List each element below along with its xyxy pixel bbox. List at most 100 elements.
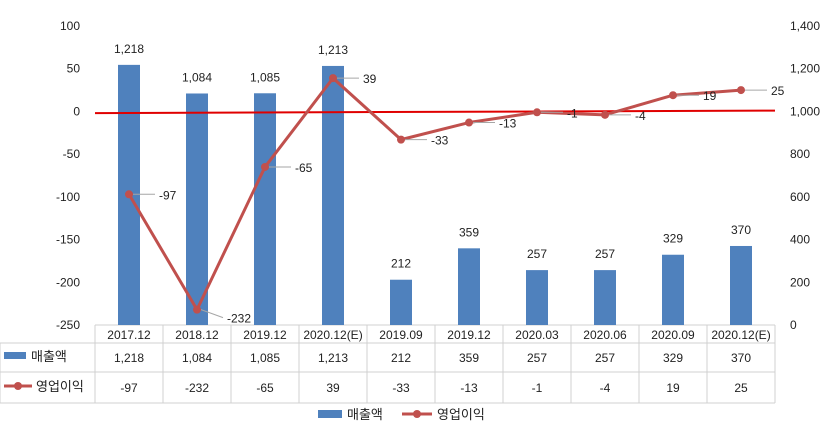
profit-data-label: -232 — [227, 312, 251, 326]
data-labels: 1,218 1,084 1,085 1,213 212 359 257 257 329 370 -9… — [114, 42, 785, 326]
table-cell-revenue: 370 — [731, 351, 751, 365]
profit-point — [193, 305, 201, 314]
category-label: 2020.03 — [515, 328, 559, 342]
table-cell-profit: -97 — [120, 381, 138, 395]
revenue-bar — [390, 279, 412, 325]
table-cell-revenue: 329 — [663, 351, 683, 365]
table-cell-profit: -232 — [185, 381, 209, 395]
profit-point — [329, 74, 337, 83]
profit-data-label: -33 — [431, 134, 449, 148]
profit-point — [533, 108, 541, 117]
profit-data-label: -1 — [567, 106, 578, 120]
profit-point — [125, 190, 133, 199]
left-tick-label: -200 — [56, 275, 80, 289]
left-tick-label: -150 — [56, 233, 80, 247]
table-cell-profit: -1 — [532, 381, 543, 395]
profit-data-label: -97 — [159, 188, 177, 202]
category-label: 2020.06 — [583, 328, 627, 342]
table-cell-revenue: 212 — [391, 351, 411, 365]
category-label: 2020.12(E) — [303, 328, 362, 342]
table-row-label: 영업이익 — [36, 379, 84, 394]
revenue-data-label: 329 — [663, 232, 683, 246]
table-cell-profit: -13 — [460, 381, 478, 395]
revenue-data-label: 1,213 — [318, 43, 348, 57]
legend-label: 영업이익 — [437, 407, 485, 422]
right-tick-label: 600 — [790, 190, 810, 204]
revenue-bar — [526, 270, 548, 325]
revenue-data-label: 1,084 — [182, 70, 212, 84]
revenue-bar — [662, 254, 684, 325]
profit-data-label: 25 — [771, 84, 785, 98]
revenue-data-label: 1,085 — [250, 70, 280, 84]
table-cell-revenue: 257 — [527, 351, 547, 365]
profit-point — [465, 118, 473, 127]
left-tick-label: -50 — [63, 147, 81, 161]
table-cell-profit: 25 — [734, 381, 748, 395]
legend-line-marker — [413, 410, 421, 418]
right-tick-label: 200 — [790, 275, 810, 289]
profit-point — [261, 162, 269, 171]
data-table: 2017.12 2018.12 2019.12 2020.12(E) 2019.09 20… — [0, 324, 776, 404]
revenue-bar — [458, 248, 480, 325]
table-bar-key — [4, 352, 26, 359]
profit-point — [601, 110, 609, 119]
label-leader — [200, 309, 224, 319]
revenue-bar — [254, 93, 276, 326]
right-tick-label: 1,400 — [790, 19, 820, 33]
revenue-data-label: 1,218 — [114, 42, 144, 56]
table-cell-profit: -33 — [392, 381, 410, 395]
table-cell-revenue: 257 — [595, 351, 615, 365]
right-tick-label: 1,000 — [790, 104, 820, 118]
revenue-data-label: 359 — [459, 225, 479, 239]
profit-line-path — [127, 76, 742, 312]
revenue-bar — [186, 93, 208, 325]
profit-data-label: -65 — [295, 161, 313, 175]
table-cell-revenue: 1,085 — [250, 351, 280, 365]
category-label: 2020.09 — [651, 328, 695, 342]
left-tick-label: 0 — [73, 104, 80, 118]
table-cell-profit: 39 — [326, 381, 340, 395]
left-tick-label: -100 — [56, 190, 80, 204]
profit-point — [669, 91, 677, 100]
revenue-bar — [730, 245, 752, 325]
right-tick-label: 400 — [790, 233, 810, 247]
legend: 매출액 영업이익 — [318, 407, 485, 422]
left-tick-label: 100 — [60, 19, 80, 33]
category-label: 2019.09 — [379, 328, 423, 342]
trend-line — [94, 109, 776, 115]
table-cell-revenue: 1,213 — [318, 351, 348, 365]
revenue-data-label: 212 — [391, 257, 411, 271]
right-tick-label: 1,200 — [790, 62, 820, 76]
revenue-data-label: 257 — [595, 247, 615, 261]
table-line-marker — [14, 382, 22, 390]
category-label: 2017.12 — [107, 328, 151, 342]
table-cell-revenue: 1,218 — [114, 351, 144, 365]
table-cell-profit: -65 — [256, 381, 274, 395]
profit-data-label: 39 — [363, 72, 377, 86]
profit-data-label: -4 — [635, 109, 646, 123]
legend-label: 매출액 — [347, 407, 383, 422]
table-row-label: 매출액 — [31, 349, 67, 364]
revenue-bar — [322, 65, 344, 325]
profit-data-label: 19 — [703, 89, 717, 103]
right-axis: 1,400 1,200 1,000 800 600 400 200 0 — [790, 19, 820, 332]
revenue-data-label: 370 — [731, 223, 751, 237]
right-tick-label: 800 — [790, 147, 810, 161]
profit-data-label: -13 — [499, 117, 517, 131]
revenue-bar — [594, 270, 616, 325]
revenue-bars — [118, 64, 752, 326]
table-cell-profit: -4 — [600, 381, 611, 395]
table-cell-revenue: 359 — [459, 351, 479, 365]
legend-bar-key — [318, 410, 342, 418]
category-label: 2019.12 — [243, 328, 287, 342]
category-label: 2020.12(E) — [711, 328, 770, 342]
profit-point — [397, 135, 405, 144]
profit-point — [737, 86, 745, 95]
left-tick-label: 50 — [67, 62, 81, 76]
left-tick-label: -250 — [56, 318, 80, 332]
table-cell-revenue: 1,084 — [182, 351, 212, 365]
right-tick-label: 0 — [790, 318, 797, 332]
revenue-data-label: 257 — [527, 247, 547, 261]
trend-line-path — [94, 109, 776, 115]
